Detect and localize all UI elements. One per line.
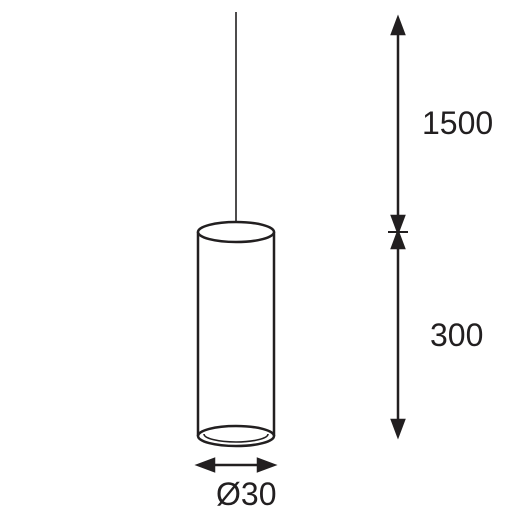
upper-height-label: 1500 xyxy=(422,105,493,141)
width-dimension xyxy=(198,459,274,471)
cylinder-bottom-front xyxy=(198,436,274,446)
arrowhead-up-icon xyxy=(392,18,404,34)
width-label: Ø30 xyxy=(216,476,276,512)
diagram-svg: Ø30 1500 300 xyxy=(0,0,520,521)
arrowhead-down-icon xyxy=(392,420,404,436)
arrowhead-right-icon xyxy=(258,459,274,471)
cylinder-body xyxy=(198,222,274,446)
cylinder-inner-rim xyxy=(204,434,268,442)
lower-height-label: 300 xyxy=(430,317,483,353)
cylinder-bottom-back xyxy=(198,426,274,436)
arrowhead-up-icon xyxy=(392,232,404,248)
arrowhead-left-icon xyxy=(198,459,214,471)
cylinder-top-rim xyxy=(198,222,274,242)
dimension-diagram: { "diagram": { "type": "dimensioned-draw… xyxy=(0,0,520,521)
right-dimension xyxy=(388,18,408,436)
